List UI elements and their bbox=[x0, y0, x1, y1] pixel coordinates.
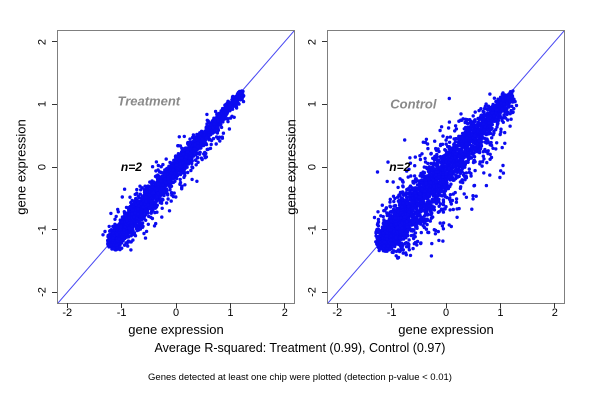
x-tick-label: 1 bbox=[227, 307, 234, 319]
y-tick-mark bbox=[322, 103, 327, 105]
x-tick-mark bbox=[499, 303, 501, 308]
x-tick-label: -2 bbox=[62, 307, 73, 319]
y-tick-mark bbox=[52, 291, 57, 293]
x-tick-mark bbox=[121, 303, 123, 308]
y-tick-mark bbox=[52, 103, 57, 105]
y-tick-mark bbox=[322, 229, 327, 231]
y-tick-label: 2 bbox=[306, 38, 319, 45]
y-tick-mark bbox=[52, 229, 57, 231]
y-tick-mark bbox=[322, 166, 327, 168]
y-tick-label: 1 bbox=[306, 101, 319, 108]
x-tick-label: 2 bbox=[281, 307, 288, 319]
x-tick-mark bbox=[229, 303, 231, 308]
y-tick-label: -1 bbox=[306, 224, 319, 235]
x-tick-label: -1 bbox=[386, 307, 397, 319]
y-tick-mark bbox=[52, 166, 57, 168]
y-tick-label: -2 bbox=[306, 287, 319, 298]
x-tick-mark bbox=[336, 303, 338, 308]
x-tick-label: 2 bbox=[551, 307, 558, 319]
control-plot-area bbox=[328, 31, 564, 303]
x-axis-label-treatment: gene expression bbox=[128, 322, 224, 337]
scatter-panel-control: Control n=2 gene expression gene express… bbox=[284, 30, 565, 337]
scatter-panel-treatment: Treatment n=2 gene expression gene expre… bbox=[14, 30, 295, 337]
y-tick-label: 0 bbox=[306, 163, 319, 171]
x-tick-mark bbox=[66, 303, 68, 308]
y-tick-label: 1 bbox=[36, 101, 49, 108]
caption-detection-note: Genes detected at least one chip were pl… bbox=[148, 372, 452, 383]
x-tick-mark bbox=[391, 303, 393, 308]
x-tick-mark bbox=[445, 303, 447, 308]
x-tick-label: -2 bbox=[332, 307, 343, 319]
x-tick-mark bbox=[175, 303, 177, 308]
y-tick-mark bbox=[52, 41, 57, 43]
y-tick-label: 2 bbox=[36, 38, 49, 45]
y-axis-label-control: gene expression bbox=[283, 119, 299, 215]
x-tick-label: -1 bbox=[116, 307, 127, 319]
y-axis-label-treatment: gene expression bbox=[13, 119, 29, 215]
y-tick-mark bbox=[322, 291, 327, 293]
y-tick-label: -1 bbox=[36, 224, 49, 235]
y-tick-label: 0 bbox=[36, 163, 49, 171]
x-tick-label: 0 bbox=[442, 307, 450, 319]
x-tick-mark bbox=[554, 303, 556, 308]
caption-r-squared: Average R-squared: Treatment (0.99), Con… bbox=[154, 341, 446, 355]
x-tick-label: 0 bbox=[172, 307, 180, 319]
treatment-plot-area bbox=[58, 31, 294, 303]
x-tick-mark bbox=[284, 303, 286, 308]
x-axis-label-control: gene expression bbox=[398, 322, 494, 337]
y-tick-mark bbox=[322, 41, 327, 43]
x-tick-label: 1 bbox=[497, 307, 504, 319]
y-tick-label: -2 bbox=[36, 287, 49, 298]
